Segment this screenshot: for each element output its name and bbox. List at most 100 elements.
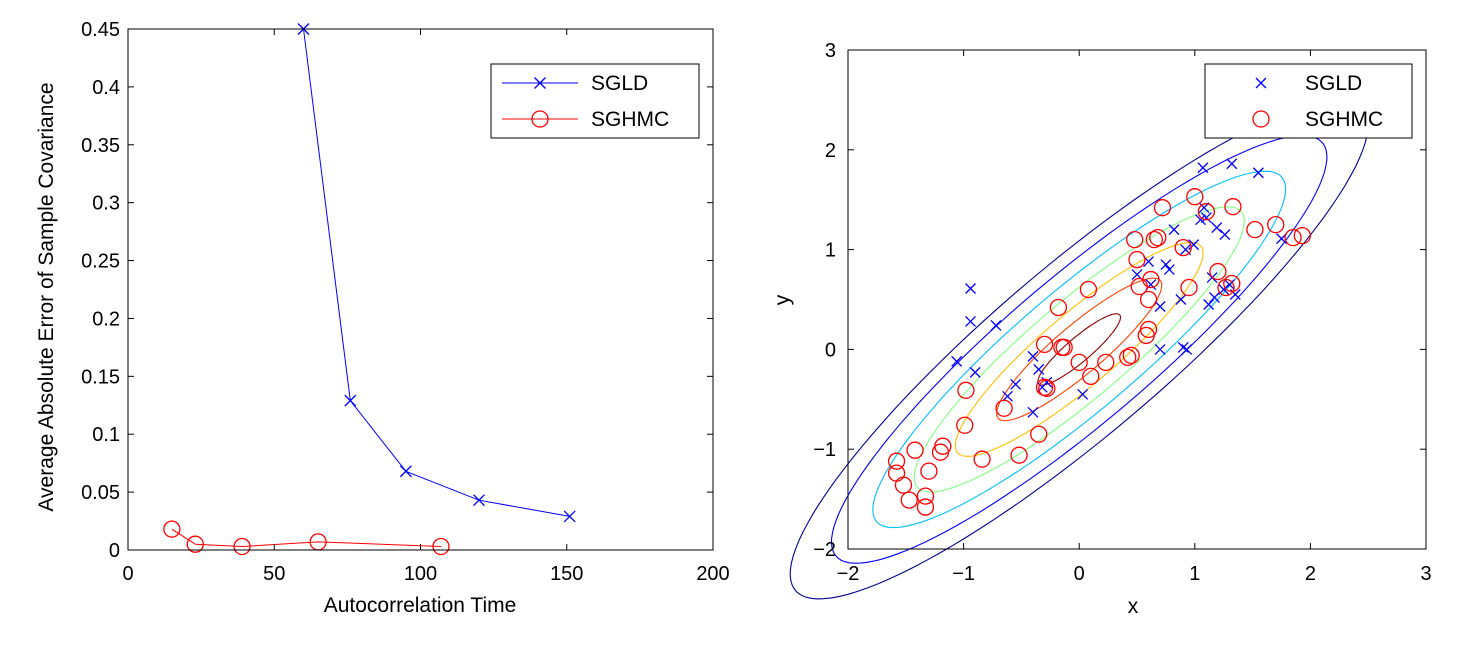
right-sghmc-point [1055,338,1073,357]
right-sgld-point [1027,406,1039,418]
right-sghmc-point [995,399,1013,417]
left-xtick-label: 0 [122,563,133,585]
left-sgld-point [399,465,412,478]
right-sghmc-point [1224,198,1242,216]
left-ytick-label: 0.1 [92,424,120,446]
right-sghmc-point [1149,228,1167,247]
right-sgld-point-stroke-b [1211,222,1223,234]
left-y-axis-label: Average Absolute Error of Sample Covaria… [35,82,58,511]
right-sghmc-point [1293,226,1311,245]
right-sghmc-point [1126,230,1144,249]
right-legend-sgld-label: SGLD [1305,72,1362,95]
left-xtick-label: 200 [696,563,729,585]
right-sgld-point [965,283,976,294]
right-contour-level [789,99,1369,600]
left-ytick-label: 0.3 [92,193,120,215]
right-sgld-point [1154,343,1166,355]
right-sgld-point-stroke-b [965,315,976,327]
left-sgld-point [473,494,485,507]
right-sgld-point [990,319,1002,331]
right-sghmc-point [1223,274,1241,293]
left-sghmc-point [186,535,204,553]
right-x-axis-label: x [1128,595,1139,618]
right-sgld-point-stroke-b [1027,350,1039,362]
right-sghmc-point [1267,215,1285,234]
left-ytick-label: 0.45 [81,19,120,41]
right-contour-level [996,277,1163,422]
right-sgld-point [1027,350,1039,362]
right-sghmc-point [1139,320,1158,339]
right-ytick-label: 3 [825,40,836,62]
right-sghmc-point [1128,250,1146,269]
right-xtick-label: 0 [1074,563,1085,585]
right-sghmc-point [1197,203,1216,221]
right-sghmc-point [956,416,974,434]
right-sghmc-point [1079,280,1098,299]
right-contours [789,99,1369,600]
right-sghmc-point [1119,348,1137,367]
right-sgld-point-stroke-b [965,283,976,294]
right-sghmc-point [906,441,924,459]
right-sgld-point-stroke-b [1033,363,1045,375]
right-sgld-point [1226,158,1238,170]
right-sghmc-point [894,476,913,494]
right-xtick-label: 1 [1189,563,1200,585]
right-sgld-point-stroke-b [990,319,1002,331]
right-sgld-point-stroke-b [1188,239,1200,251]
right-xtick-label: 2 [1305,563,1316,585]
right-contour-level [872,170,1287,529]
right-sgld-point-stroke-b [1160,259,1172,271]
right-sgld-point [1175,294,1187,305]
right-sgld-point [1219,229,1231,241]
right-sgld-point-stroke-b [1177,341,1189,353]
left-legend-sghmc-label: SGHMC [591,108,669,131]
right-xtick-label: 3 [1420,563,1431,585]
right-sgld-point [951,355,963,367]
right-sgld-point-stroke-b [1195,214,1207,226]
right-sghmc-point [1035,335,1054,354]
right-ticks: −2 −1 0 1 2 3 −2 −1 0 1 2 3 [813,40,1431,585]
left-sghmc-point [163,520,181,538]
left-sgld-point [344,394,357,407]
right-sgld-point-stroke-b [1208,292,1220,303]
right-sgld-point [1077,388,1089,400]
right-sghmc-point [1082,367,1100,385]
left-sgld-point-stroke-b [344,394,357,407]
right-sghmc-point [1010,446,1028,464]
right-sghmc-point [1180,278,1198,297]
right-sgld-point [1160,259,1172,271]
right-sgld-point [1200,212,1212,224]
left-chart: 0 0.05 0.1 0.15 0.2 0.25 0.3 0.35 0.4 0.45 0 50 100 1… [35,19,730,617]
left-ytick-label: 0.2 [92,308,120,330]
right-sgld-point [1195,214,1207,226]
left-sghmc-line [171,528,442,548]
left-ytick-label: 0 [109,540,120,562]
left-legend: SGLD SGHMC [490,63,700,139]
right-ytick-label: 2 [825,140,836,162]
right-sgld-point-stroke-b [1226,158,1238,170]
right-contour-level [913,206,1245,493]
right-ytick-label: 1 [825,240,836,262]
right-chart: −2 −1 0 1 2 3 −2 −1 0 1 2 3 x y SGLD SGHMC [771,40,1432,618]
right-sghmc-point [1049,298,1068,317]
right-sgld-point-stroke-b [1154,301,1166,312]
right-legend-sghmc-marker [1252,110,1270,128]
left-legend-sgld-label: SGLD [591,72,648,95]
right-sgld-point [1224,279,1235,290]
right-sghmc-point [1139,290,1158,309]
left-ytick-label: 0.15 [81,366,120,388]
right-sghmc-point [1038,379,1056,397]
left-plot-area [163,23,576,556]
left-legend-x-glyph [534,77,546,89]
right-sgld-point-stroke-b [1219,229,1231,241]
right-sghmc-point [1153,199,1172,217]
right-y-axis-label: y [771,294,794,305]
right-sgld-point-stroke-b [1154,343,1166,355]
right-sghmc-point [1145,230,1163,249]
right-ytick-label: 0 [825,339,836,361]
right-contour-level [954,241,1204,457]
right-sghmc-point [920,462,938,480]
left-sghmc-point [233,537,251,556]
right-sgld-point-stroke-b [1180,244,1192,256]
left-sgld-point [563,510,576,523]
